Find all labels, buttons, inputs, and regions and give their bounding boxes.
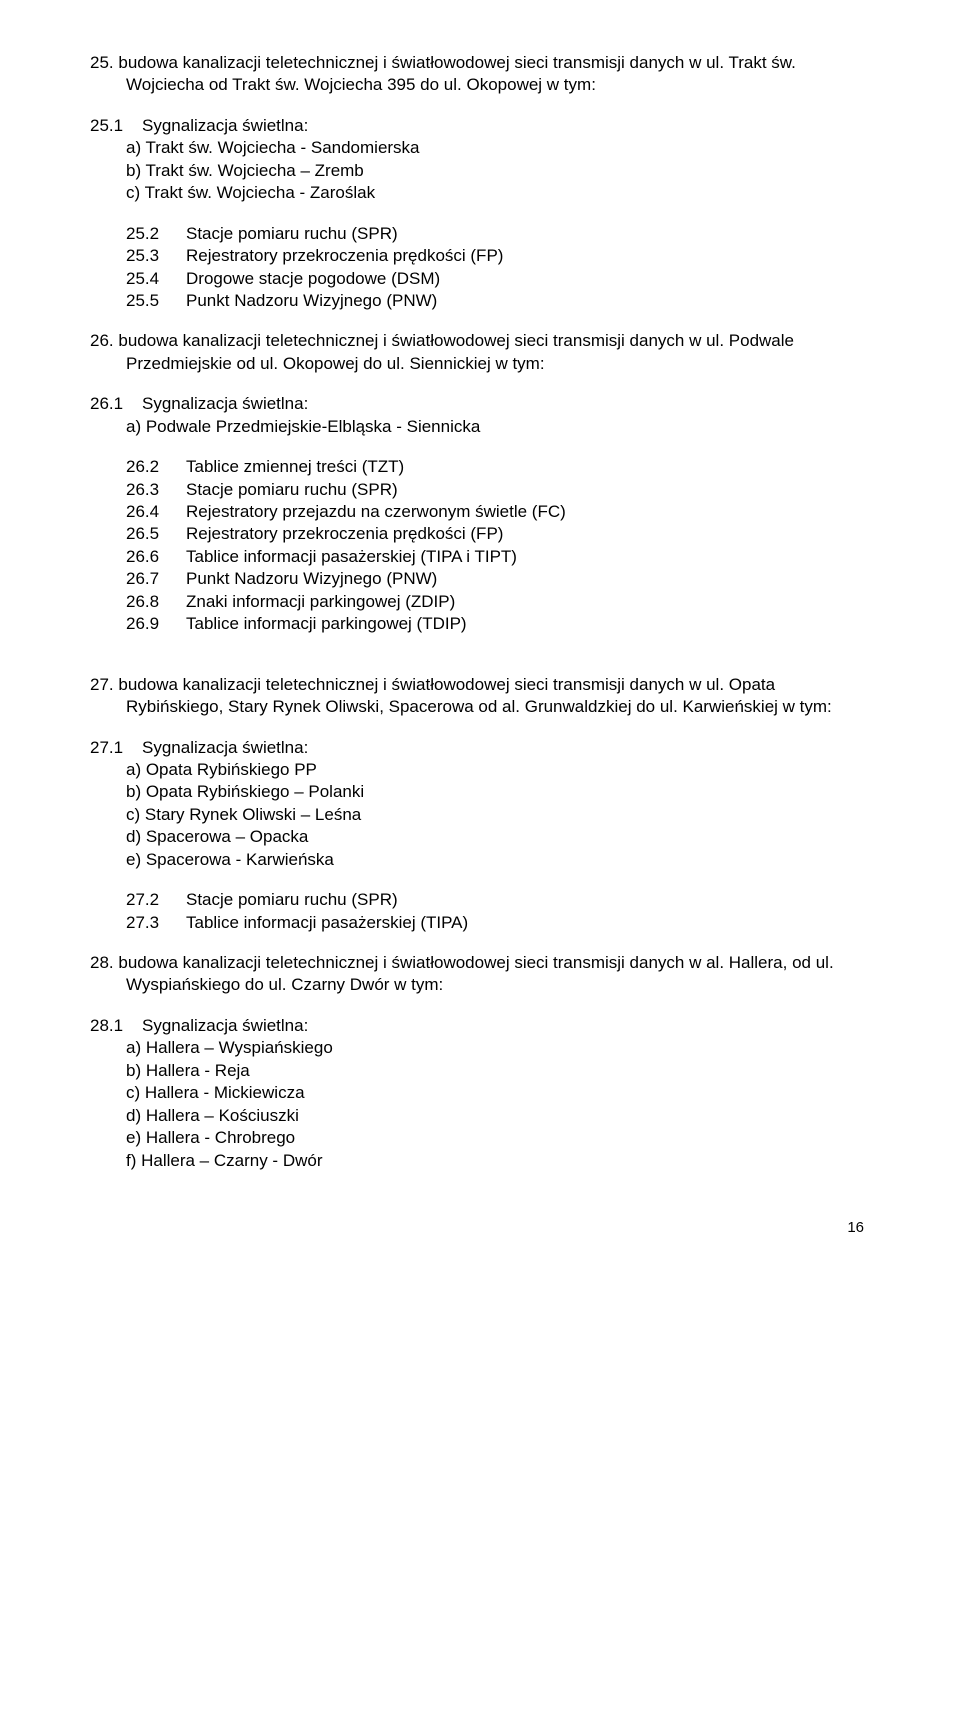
item-num: 26.2 — [126, 456, 186, 478]
section-text: budowa kanalizacji teletechnicznej i świ… — [118, 953, 833, 994]
list-item: a) Trakt św. Wojciecha - Sandomierska — [126, 137, 870, 159]
item-text: Tablice informacji parkingowej (TDIP) — [186, 613, 467, 635]
item-num: 25.5 — [126, 290, 186, 312]
list-item: 25.2Stacje pomiaru ruchu (SPR) — [126, 223, 870, 245]
item-num: 27.3 — [126, 912, 186, 934]
sub-text: Sygnalizacja świetlna: — [142, 394, 308, 413]
list-item: 26.6Tablice informacji pasażerskiej (TIP… — [126, 546, 870, 568]
subsection-25-1: 25.1 Sygnalizacja świetlna: — [90, 115, 870, 137]
section-25: 25. budowa kanalizacji teletechnicznej i… — [90, 52, 870, 312]
item-text: Tablice informacji pasażerskiej (TIPA) — [186, 912, 468, 934]
letter-list-25-1: a) Trakt św. Wojciecha - Sandomierska b)… — [90, 137, 870, 204]
list-item: 25.5Punkt Nadzoru Wizyjnego (PNW) — [126, 290, 870, 312]
section-26: 26. budowa kanalizacji teletechnicznej i… — [90, 330, 870, 635]
list-item: a) Opata Rybińskiego PP — [126, 759, 870, 781]
item-num: 27.2 — [126, 889, 186, 911]
list-item: a) Podwale Przedmiejskie-Elbląska - Sien… — [126, 416, 870, 438]
section-26-title: 26. budowa kanalizacji teletechnicznej i… — [90, 330, 870, 375]
list-item: c) Stary Rynek Oliwski – Leśna — [126, 804, 870, 826]
section-27: 27. budowa kanalizacji teletechnicznej i… — [90, 674, 870, 934]
list-item: 25.4Drogowe stacje pogodowe (DSM) — [126, 268, 870, 290]
item-num: 26.4 — [126, 501, 186, 523]
list-item: e) Hallera - Chrobrego — [126, 1127, 870, 1149]
section-27-title: 27. budowa kanalizacji teletechnicznej i… — [90, 674, 870, 719]
list-item: b) Trakt św. Wojciecha – Zremb — [126, 160, 870, 182]
item-text: Rejestratory przejazdu na czerwonym świe… — [186, 501, 566, 523]
list-item: d) Spacerowa – Opacka — [126, 826, 870, 848]
subsection-27-1: 27.1 Sygnalizacja świetlna: — [90, 737, 870, 759]
list-item: 26.3Stacje pomiaru ruchu (SPR) — [126, 479, 870, 501]
list-item: b) Hallera - Reja — [126, 1060, 870, 1082]
letter-list-26-1: a) Podwale Przedmiejskie-Elbląska - Sien… — [90, 416, 870, 438]
section-num: 25. — [90, 53, 114, 72]
item-text: Punkt Nadzoru Wizyjnego (PNW) — [186, 568, 437, 590]
item-text: Rejestratory przekroczenia prędkości (FP… — [186, 523, 503, 545]
list-item: 26.8Znaki informacji parkingowej (ZDIP) — [126, 591, 870, 613]
list-item: 26.5Rejestratory przekroczenia prędkości… — [126, 523, 870, 545]
item-text: Stacje pomiaru ruchu (SPR) — [186, 223, 398, 245]
item-text: Znaki informacji parkingowej (ZDIP) — [186, 591, 455, 613]
section-text: budowa kanalizacji teletechnicznej i świ… — [118, 53, 795, 94]
item-num: 25.3 — [126, 245, 186, 267]
list-item: 26.2Tablice zmiennej treści (TZT) — [126, 456, 870, 478]
item-text: Punkt Nadzoru Wizyjnego (PNW) — [186, 290, 437, 312]
item-num: 26.9 — [126, 613, 186, 635]
list-item: c) Hallera - Mickiewicza — [126, 1082, 870, 1104]
item-text: Tablice zmiennej treści (TZT) — [186, 456, 404, 478]
list-item: 26.7Punkt Nadzoru Wizyjnego (PNW) — [126, 568, 870, 590]
list-item: a) Hallera – Wyspiańskiego — [126, 1037, 870, 1059]
item-num: 26.5 — [126, 523, 186, 545]
list-item: f) Hallera – Czarny - Dwór — [126, 1150, 870, 1172]
item-num: 25.4 — [126, 268, 186, 290]
letter-list-28-1: a) Hallera – Wyspiańskiego b) Hallera - … — [90, 1037, 870, 1172]
item-text: Stacje pomiaru ruchu (SPR) — [186, 889, 398, 911]
sub-num: 26.1 — [90, 394, 123, 413]
letter-list-27-1: a) Opata Rybińskiego PP b) Opata Rybińsk… — [90, 759, 870, 871]
numbered-list-25: 25.2Stacje pomiaru ruchu (SPR) 25.3Rejes… — [90, 223, 870, 313]
item-num: 26.3 — [126, 479, 186, 501]
subsection-26-1: 26.1 Sygnalizacja świetlna: — [90, 393, 870, 415]
list-item: 26.9Tablice informacji parkingowej (TDIP… — [126, 613, 870, 635]
list-item: 27.2Stacje pomiaru ruchu (SPR) — [126, 889, 870, 911]
item-num: 26.6 — [126, 546, 186, 568]
section-28: 28. budowa kanalizacji teletechnicznej i… — [90, 952, 870, 1172]
item-text: Stacje pomiaru ruchu (SPR) — [186, 479, 398, 501]
numbered-list-26: 26.2Tablice zmiennej treści (TZT) 26.3St… — [90, 456, 870, 636]
numbered-list-27: 27.2Stacje pomiaru ruchu (SPR) 27.3Tabli… — [90, 889, 870, 934]
item-text: Rejestratory przekroczenia prędkości (FP… — [186, 245, 503, 267]
sub-text: Sygnalizacja świetlna: — [142, 116, 308, 135]
section-num: 27. — [90, 675, 114, 694]
item-text: Tablice informacji pasażerskiej (TIPA i … — [186, 546, 517, 568]
section-num: 26. — [90, 331, 114, 350]
item-num: 26.8 — [126, 591, 186, 613]
section-text: budowa kanalizacji teletechnicznej i świ… — [118, 675, 831, 716]
list-item: b) Opata Rybińskiego – Polanki — [126, 781, 870, 803]
section-num: 28. — [90, 953, 114, 972]
list-item: d) Hallera – Kościuszki — [126, 1105, 870, 1127]
list-item: 25.3Rejestratory przekroczenia prędkości… — [126, 245, 870, 267]
section-28-title: 28. budowa kanalizacji teletechnicznej i… — [90, 952, 870, 997]
sub-text: Sygnalizacja świetlna: — [142, 1016, 308, 1035]
sub-text: Sygnalizacja świetlna: — [142, 738, 308, 757]
item-text: Drogowe stacje pogodowe (DSM) — [186, 268, 440, 290]
list-item: 26.4Rejestratory przejazdu na czerwonym … — [126, 501, 870, 523]
sub-num: 27.1 — [90, 738, 123, 757]
subsection-28-1: 28.1 Sygnalizacja świetlna: — [90, 1015, 870, 1037]
sub-num: 28.1 — [90, 1016, 123, 1035]
item-num: 26.7 — [126, 568, 186, 590]
section-text: budowa kanalizacji teletechnicznej i świ… — [118, 331, 794, 372]
page-number: 16 — [90, 1218, 870, 1238]
sub-num: 25.1 — [90, 116, 123, 135]
section-25-title: 25. budowa kanalizacji teletechnicznej i… — [90, 52, 870, 97]
item-num: 25.2 — [126, 223, 186, 245]
list-item: e) Spacerowa - Karwieńska — [126, 849, 870, 871]
list-item: c) Trakt św. Wojciecha - Zaroślak — [126, 182, 870, 204]
list-item: 27.3Tablice informacji pasażerskiej (TIP… — [126, 912, 870, 934]
